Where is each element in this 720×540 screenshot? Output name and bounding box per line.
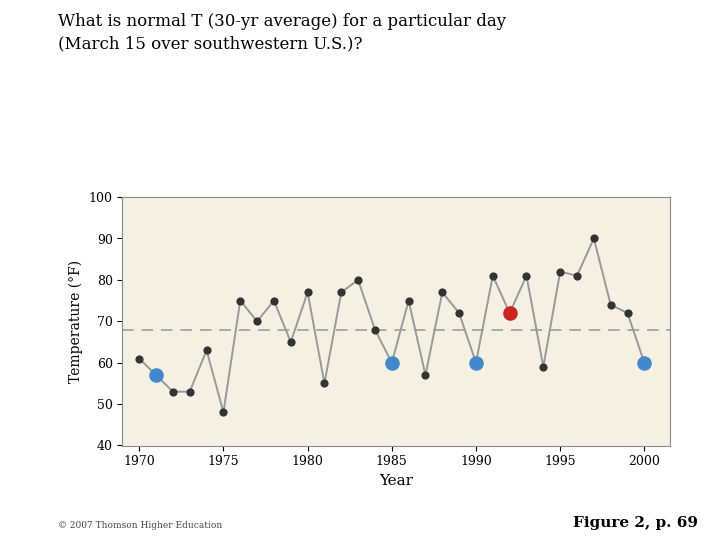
Text: Figure 2, p. 69: Figure 2, p. 69 — [573, 516, 698, 530]
Point — [521, 272, 532, 280]
Point — [369, 325, 381, 334]
Point — [217, 408, 229, 417]
Point — [386, 359, 397, 367]
Point — [201, 346, 212, 355]
Point — [319, 379, 330, 388]
Point — [336, 288, 347, 296]
Point — [538, 362, 549, 371]
Point — [150, 371, 162, 380]
Point — [504, 309, 516, 318]
Point — [470, 359, 482, 367]
Point — [454, 309, 465, 318]
Point — [622, 309, 634, 318]
Point — [403, 296, 415, 305]
Point — [588, 234, 600, 243]
Point — [639, 359, 650, 367]
Point — [167, 387, 179, 396]
Point — [268, 296, 279, 305]
Text: (March 15 over southwestern U.S.)?: (March 15 over southwestern U.S.)? — [58, 35, 362, 52]
X-axis label: Year: Year — [379, 474, 413, 488]
Point — [420, 371, 431, 380]
Y-axis label: Temperature (°F): Temperature (°F) — [68, 260, 83, 383]
Point — [285, 338, 297, 346]
Point — [133, 354, 145, 363]
Text: © 2007 Thomson Higher Education: © 2007 Thomson Higher Education — [58, 521, 222, 530]
Point — [352, 275, 364, 284]
Text: What is normal T (30-yr average) for a particular day: What is normal T (30-yr average) for a p… — [58, 14, 505, 30]
Point — [487, 272, 498, 280]
Point — [251, 317, 263, 326]
Point — [235, 296, 246, 305]
Point — [436, 288, 448, 296]
Point — [554, 267, 566, 276]
Point — [571, 272, 582, 280]
Point — [302, 288, 313, 296]
Point — [605, 300, 616, 309]
Point — [184, 387, 196, 396]
